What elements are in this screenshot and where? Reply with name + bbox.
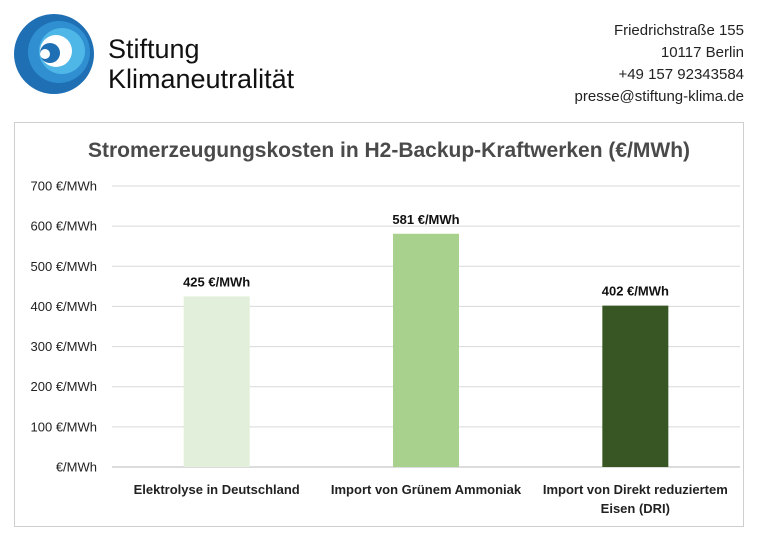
data-label: 425 €/MWh	[183, 274, 250, 289]
chart-title: Stromerzeugungskosten in H2-Backup-Kraft…	[88, 139, 690, 162]
y-tick-label: 600 €/MWh	[31, 219, 97, 234]
y-tick-label: 200 €/MWh	[31, 379, 97, 394]
bars-layer	[183, 233, 669, 467]
brand-line-2: Klimaneutralität	[108, 64, 295, 94]
brand-line-1: Stiftung	[108, 34, 200, 64]
x-category-label: Eisen (DRI)	[601, 501, 670, 516]
contact-city: 10117 Berlin	[660, 44, 744, 61]
bar	[183, 296, 250, 467]
contact-email[interactable]: presse@stiftung-klima.de	[574, 88, 744, 105]
y-tick-label: 400 €/MWh	[31, 299, 97, 314]
contact-phone: +49 157 92343584	[618, 66, 744, 83]
spiral-logo-icon	[14, 14, 94, 94]
y-tick-label: 300 €/MWh	[31, 339, 97, 354]
contact-street: Friedrichstraße 155	[613, 22, 744, 39]
contact-block: Friedrichstraße 155 10117 Berlin +49 157…	[575, 20, 744, 108]
data-label: 581 €/MWh	[392, 212, 459, 227]
bar	[602, 305, 669, 467]
y-tick-label: 700 €/MWh	[31, 179, 97, 194]
x-category-label: Import von Direkt reduziertem	[543, 482, 728, 497]
y-tick-label: 100 €/MWh	[31, 419, 97, 434]
y-tick-label: €/MWh	[56, 460, 97, 475]
bar	[393, 233, 459, 467]
labels-layer: 425 €/MWh Elektrolyse in Deutschland 581 €…	[134, 212, 728, 516]
x-category-label: Import von Grünem Ammoniak	[331, 482, 522, 497]
data-label: 402 €/MWh	[602, 284, 669, 299]
y-tick-label: 500 €/MWh	[31, 259, 97, 274]
brand-name: Stiftung Klimaneutralität	[108, 34, 294, 94]
x-category-label: Elektrolyse in Deutschland	[134, 482, 300, 497]
